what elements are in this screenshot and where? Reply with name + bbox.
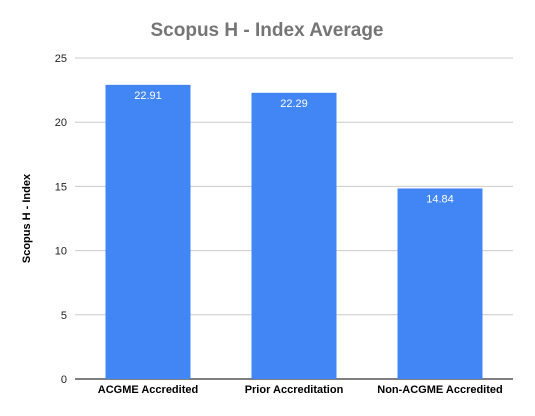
chart-title: Scopus H - Index Average xyxy=(151,20,384,41)
x-tick-label: Prior Accreditation xyxy=(245,384,344,396)
y-tick-label: 15 xyxy=(55,181,67,193)
data-label: 22.29 xyxy=(280,98,308,110)
y-tick-labels: 0 5 10 15 20 25 xyxy=(55,53,67,386)
y-tick-label: 10 xyxy=(55,246,67,258)
y-tick-label: 25 xyxy=(55,53,67,65)
x-tick-label: ACGME Accredited xyxy=(98,384,198,396)
data-label: 14.84 xyxy=(426,193,454,205)
y-axis-label: Scopus H - Index xyxy=(21,173,33,263)
bar-non-acgme-accredited xyxy=(397,188,483,379)
data-label: 22.91 xyxy=(134,90,162,102)
y-tick-label: 0 xyxy=(61,374,67,386)
bar-acgme-accredited xyxy=(105,84,191,379)
x-tick-labels: ACGME Accredited Prior Accreditation Non-A… xyxy=(98,384,503,396)
bars: 22.91 22.29 14.84 xyxy=(105,84,483,380)
x-tick-label: Non-ACGME Accredited xyxy=(377,384,503,396)
y-tick-label: 5 xyxy=(61,310,67,322)
y-tick-label: 20 xyxy=(55,117,67,129)
bar-prior-accreditation xyxy=(251,92,337,380)
